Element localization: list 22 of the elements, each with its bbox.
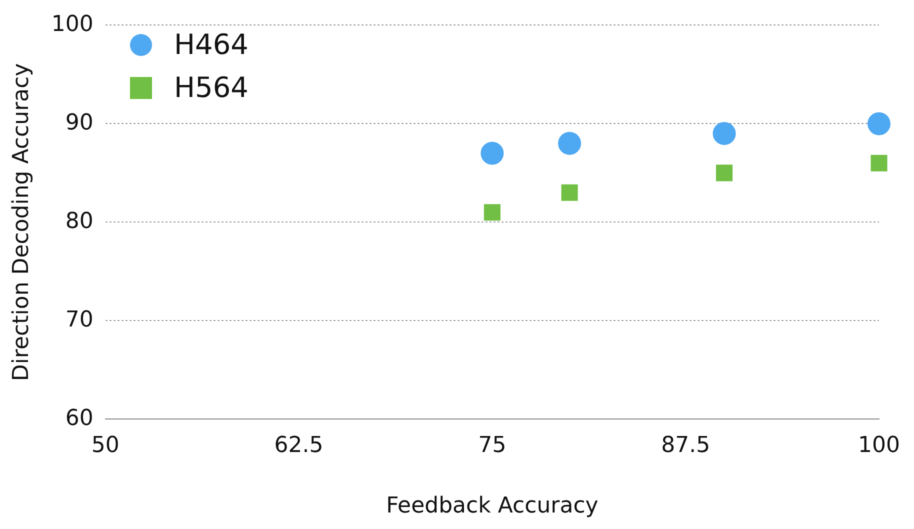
y-tick-label: 70 <box>65 307 94 332</box>
x-tick-label: 50 <box>91 433 120 458</box>
y-tick-label: 60 <box>65 406 94 431</box>
x-tick-label: 100 <box>858 433 900 458</box>
legend-label: H464 <box>174 28 248 61</box>
point <box>868 112 891 136</box>
x-tick-label: 75 <box>478 433 506 458</box>
point <box>712 122 736 146</box>
y-tick-label: 80 <box>65 208 94 234</box>
point <box>558 132 582 155</box>
y-axis-title: Direction Decoding Accuracy <box>8 63 34 382</box>
x-axis-title: Feedback Accuracy <box>386 494 598 519</box>
x-tick-label: 62.5 <box>274 433 324 458</box>
point <box>480 142 504 165</box>
y-tick-label: 100 <box>51 12 94 37</box>
point <box>870 154 888 172</box>
y-tick-label: 90 <box>65 110 94 136</box>
legend-label: H564 <box>174 71 248 104</box>
point <box>484 204 500 221</box>
point <box>561 184 578 201</box>
point <box>716 164 733 182</box>
x-tick-label: 87.5 <box>661 433 710 458</box>
